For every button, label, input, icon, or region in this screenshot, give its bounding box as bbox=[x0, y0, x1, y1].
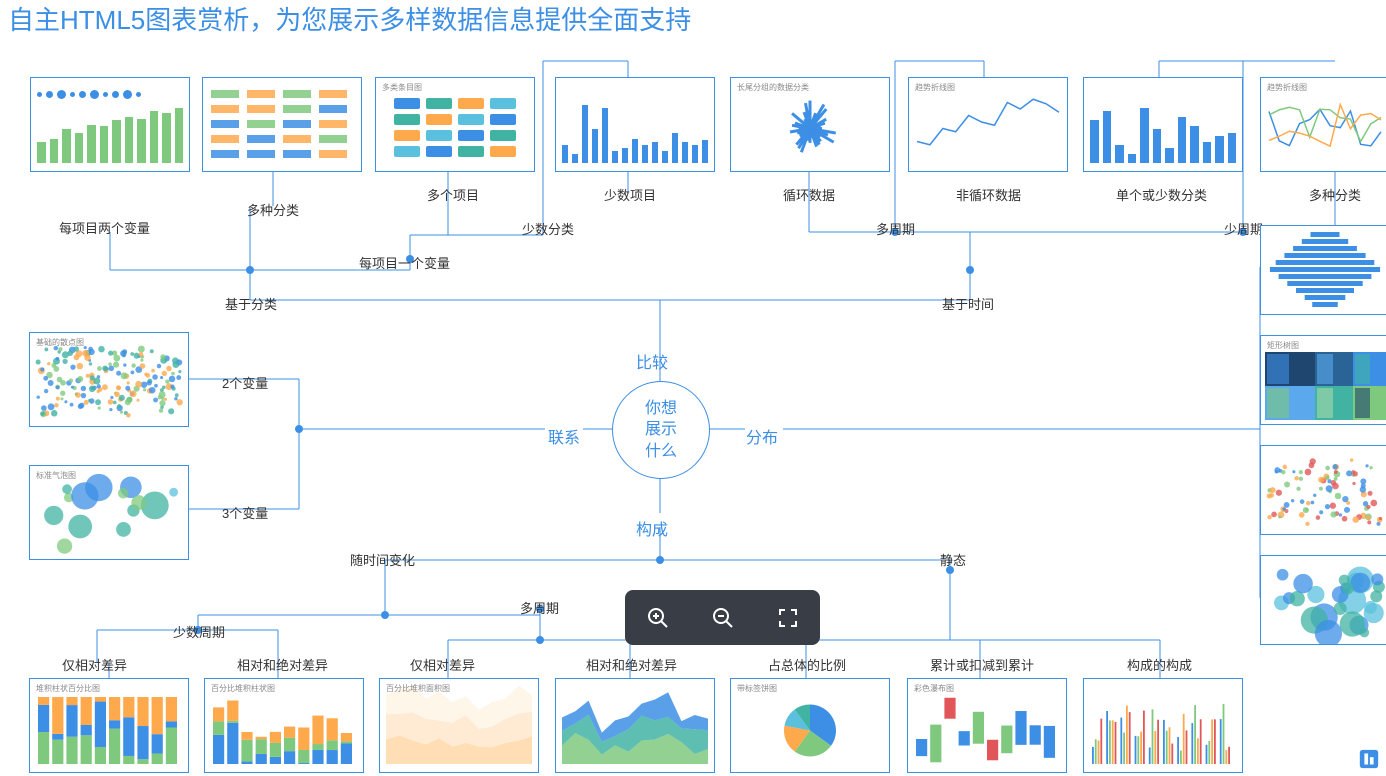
chart-thumb-t6[interactable]: 趋势折线图 bbox=[908, 77, 1068, 172]
chart-thumb-t19[interactable]: 带标签饼图 bbox=[730, 678, 890, 773]
chart-thumb-t5[interactable]: 长尾分组的数据分类 bbox=[730, 77, 890, 172]
zoom-in-icon[interactable] bbox=[644, 604, 672, 632]
chart-thumb-t13[interactable]: 基础的散点图 bbox=[29, 332, 189, 427]
chart-thumb-t15[interactable]: 堆积柱状百分比图 bbox=[29, 678, 189, 773]
branch-distribution: 分布 bbox=[746, 424, 778, 448]
label-timecomp: 随时间变化 bbox=[350, 550, 415, 569]
label-fewperiod2: 少数周期 bbox=[173, 622, 225, 641]
chart-thumb-t9[interactable] bbox=[1260, 225, 1386, 315]
label-3var: 3个变量 bbox=[222, 503, 268, 522]
label-cyclic: 循环数据 bbox=[783, 185, 835, 204]
zoom-out-icon[interactable] bbox=[709, 604, 737, 632]
label-multicls2: 多种分类 bbox=[1309, 185, 1361, 204]
label-bytime: 基于时间 bbox=[942, 294, 994, 313]
label-cumulative: 累计或扣减到累计 bbox=[930, 655, 1034, 674]
label-per2var: 每项目两个变量 bbox=[59, 218, 150, 237]
chart-thumb-t8[interactable]: 趋势折线图 bbox=[1260, 77, 1386, 172]
chart-thumb-t20[interactable]: 彩色瀑布图 bbox=[907, 678, 1067, 773]
label-multiperiod: 多周期 bbox=[876, 219, 915, 238]
corner-logo bbox=[1358, 748, 1380, 770]
chart-thumb-t4[interactable] bbox=[555, 77, 715, 172]
chart-thumb-t11[interactable] bbox=[1260, 445, 1386, 535]
chart-thumb-t3[interactable]: 多类条目图 bbox=[375, 77, 535, 172]
chart-thumb-t18[interactable] bbox=[555, 678, 715, 773]
label-reldiff2: 仅相对差异 bbox=[410, 655, 475, 674]
label-compofcomp: 构成的构成 bbox=[1127, 655, 1192, 674]
chart-thumb-t10[interactable]: 矩形树图 bbox=[1260, 335, 1386, 425]
label-bycls: 基于分类 bbox=[225, 294, 277, 313]
chart-thumb-t17[interactable]: 百分比堆积面积图 bbox=[379, 678, 539, 773]
center-circle: 你想展示什么 bbox=[612, 381, 710, 479]
label-static: 静态 bbox=[940, 550, 966, 569]
chart-thumb-t16[interactable]: 百分比堆积柱状图 bbox=[204, 678, 364, 773]
label-fewitem: 少数项目 bbox=[604, 185, 656, 204]
label-multiperiod2: 多周期 bbox=[520, 598, 559, 617]
fullscreen-icon[interactable] bbox=[774, 604, 802, 632]
chart-thumb-t21[interactable] bbox=[1083, 678, 1243, 773]
branch-compare: 比较 bbox=[636, 349, 668, 373]
label-acyclic: 非循环数据 bbox=[956, 185, 1021, 204]
label-absrel2: 相对和绝对差异 bbox=[586, 655, 677, 674]
label-per1var: 每项目一个变量 bbox=[359, 253, 450, 272]
label-multiitem: 多个项目 bbox=[427, 185, 479, 204]
label-multicls: 多种分类 bbox=[247, 200, 299, 219]
chart-thumb-t2[interactable] bbox=[202, 77, 362, 172]
chart-thumb-t14[interactable]: 标准气泡图 bbox=[29, 465, 189, 560]
label-absrel1: 相对和绝对差异 bbox=[237, 655, 328, 674]
branch-composition: 构成 bbox=[636, 516, 668, 540]
label-2var: 2个变量 bbox=[222, 373, 268, 392]
image-toolbar bbox=[625, 590, 820, 645]
chart-thumb-t12[interactable] bbox=[1260, 555, 1386, 645]
label-singlefew: 单个或少数分类 bbox=[1116, 185, 1207, 204]
label-reldiff1: 仅相对差异 bbox=[62, 655, 127, 674]
page-title: 自主HTML5图表赏析，为您展示多样数据信息提供全面支持 bbox=[8, 0, 691, 37]
branch-relation: 联系 bbox=[548, 424, 580, 448]
label-fewperiod: 少周期 bbox=[1224, 219, 1263, 238]
label-fewcls: 少数分类 bbox=[522, 219, 574, 238]
chart-thumb-t7[interactable] bbox=[1083, 77, 1243, 172]
label-proportion: 占总体的比例 bbox=[768, 655, 846, 674]
chart-thumb-t1[interactable] bbox=[30, 77, 190, 172]
